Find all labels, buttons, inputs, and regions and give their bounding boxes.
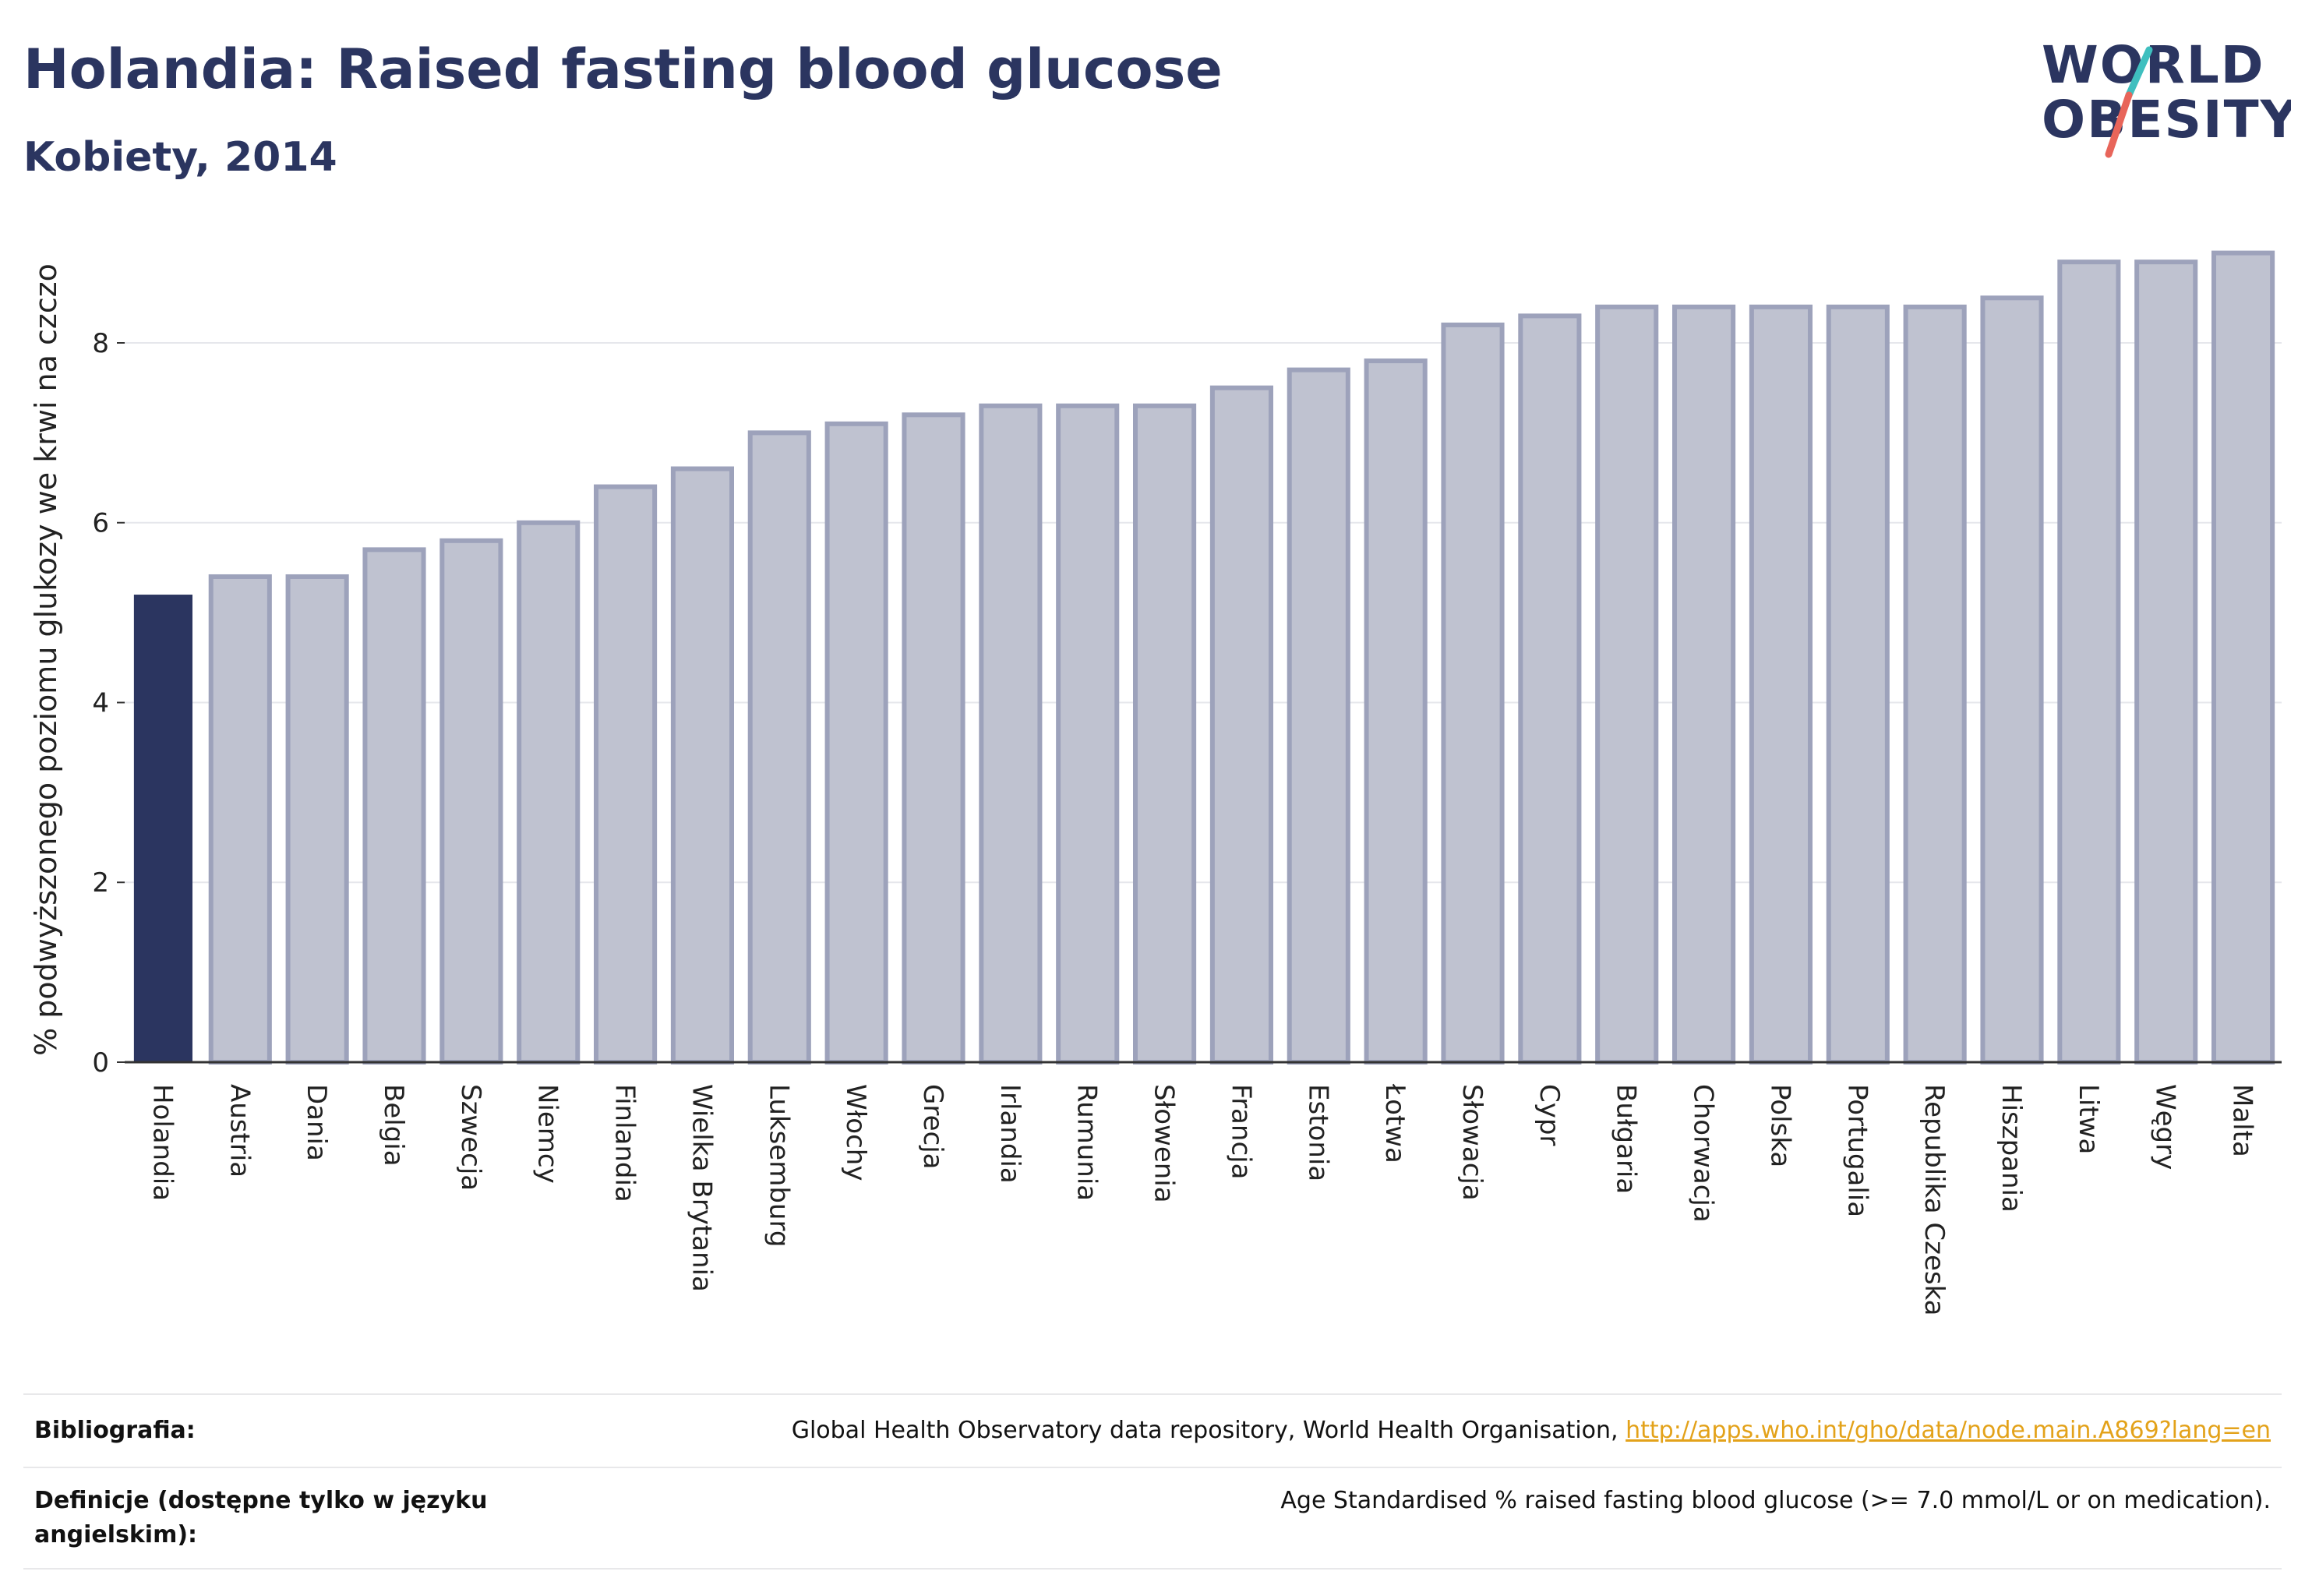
bar (1980, 295, 2044, 1065)
x-tick-label: Cypr (1534, 1084, 1565, 1146)
world-obesity-logo: WORLD OBESITY (2042, 35, 2291, 158)
bar (1133, 403, 1197, 1065)
bar (285, 574, 349, 1065)
bars (133, 250, 2275, 1065)
bibliography-value: Global Health Observatory data repositor… (792, 1414, 2271, 1448)
bibliography-text: Global Health Observatory data repositor… (791, 1417, 1618, 1444)
bar (2134, 260, 2198, 1065)
chart-title: Holandia: Raised fasting blood glucose (23, 37, 1223, 101)
bar (1441, 322, 1505, 1065)
x-tick-label: Malta (2227, 1084, 2258, 1157)
y-tick-label: 0 (92, 1047, 109, 1079)
x-axis-ticks: Holandia Austria Dania Belgia Szwecja Niemcy F… (146, 1083, 2257, 1316)
x-tick-label: Republika Czeska (1918, 1084, 1950, 1316)
bar (362, 547, 426, 1065)
x-tick-label: Węgry (2150, 1084, 2181, 1170)
bibliography-link[interactable]: http://apps.who.int/gho/data/node.main.A… (1626, 1417, 2271, 1444)
x-tick-label: Bułgaria (1611, 1084, 1642, 1194)
y-tick-label: 8 (92, 328, 109, 359)
y-axis-ticks: 0 2 4 6 8 (92, 328, 125, 1079)
x-tick-label: Francja (1225, 1084, 1256, 1179)
footer: Bibliografia: Global Health Observatory … (23, 1393, 2282, 1570)
bar (747, 430, 811, 1065)
bar (594, 484, 658, 1065)
bar (2211, 250, 2275, 1065)
bar (1364, 358, 1428, 1065)
bar (517, 520, 581, 1065)
x-tick-label: Włochy (840, 1084, 871, 1181)
x-tick-label: Estonia (1302, 1084, 1333, 1181)
definitions-label: Definicje (dostępne tylko w języku angie… (34, 1487, 488, 1548)
x-tick-label: Chorwacja (1688, 1084, 1719, 1223)
x-tick-label: Litwa (2073, 1084, 2104, 1154)
y-tick-label: 2 (92, 867, 109, 899)
definitions-value: Age Standardised % raised fasting blood … (1280, 1487, 2271, 1514)
bar (1903, 304, 1967, 1065)
bar (1826, 304, 1890, 1065)
definitions-row: Definicje (dostępne tylko w języku angie… (23, 1467, 2282, 1570)
y-axis-label: % podwyższonego poziomu glukozy we krwi … (29, 263, 63, 1056)
logo-slash-bottom (2105, 91, 2133, 158)
x-tick-label: Słowacja (1456, 1084, 1488, 1201)
bibliography-label: Bibliografia: (34, 1417, 196, 1444)
x-tick-label: Wielka Brytania (686, 1084, 717, 1292)
bar (1595, 304, 1659, 1065)
x-tick-label: Dania (301, 1084, 332, 1161)
logo-slash-top (2125, 46, 2153, 99)
bar (1672, 304, 1736, 1065)
x-tick-label: Łotwa (1379, 1083, 1410, 1163)
bar (208, 574, 272, 1065)
x-tick-label: Słowenia (1149, 1084, 1180, 1203)
bar (979, 403, 1043, 1065)
bar (1209, 385, 1273, 1065)
bar (439, 538, 503, 1065)
bar-chart: 0 2 4 6 8 Holandia Austria Dania Belgia Szwecja N… (29, 250, 2282, 1316)
bar (902, 412, 965, 1065)
chart-subtitle: Kobiety, 2014 (23, 134, 337, 181)
x-tick-label: Irlandia (994, 1084, 1025, 1184)
x-tick-label: Rumunia (1071, 1084, 1103, 1201)
x-tick-label: Portugalia (1841, 1084, 1873, 1217)
x-tick-label: Hiszpania (1996, 1084, 2027, 1213)
x-tick-label: Austria (224, 1084, 255, 1178)
bar (670, 466, 734, 1065)
bar (2057, 260, 2121, 1065)
bar-highlighted (133, 595, 192, 1062)
x-tick-label: Grecja (917, 1084, 948, 1169)
bibliography-row: Bibliografia: Global Health Observatory … (23, 1393, 2282, 1467)
bar (1749, 304, 1813, 1065)
x-tick-label: Polska (1764, 1084, 1795, 1167)
logo-line-1: WORLD (2042, 35, 2265, 95)
logo-line-2: OBESITY (2042, 90, 2291, 150)
bar (1518, 313, 1582, 1065)
x-tick-label: Szwecja (455, 1084, 486, 1191)
x-tick-label: Holandia (146, 1084, 178, 1201)
y-tick-label: 6 (92, 508, 109, 539)
bar (1056, 403, 1120, 1065)
x-tick-label: Belgia (378, 1084, 409, 1167)
x-tick-label: Finlandia (609, 1084, 641, 1202)
y-tick-label: 4 (92, 687, 109, 719)
bar (1287, 367, 1350, 1065)
bar (824, 421, 888, 1065)
x-tick-label: Luksemburg (763, 1084, 794, 1247)
x-tick-label: Niemcy (532, 1084, 563, 1184)
